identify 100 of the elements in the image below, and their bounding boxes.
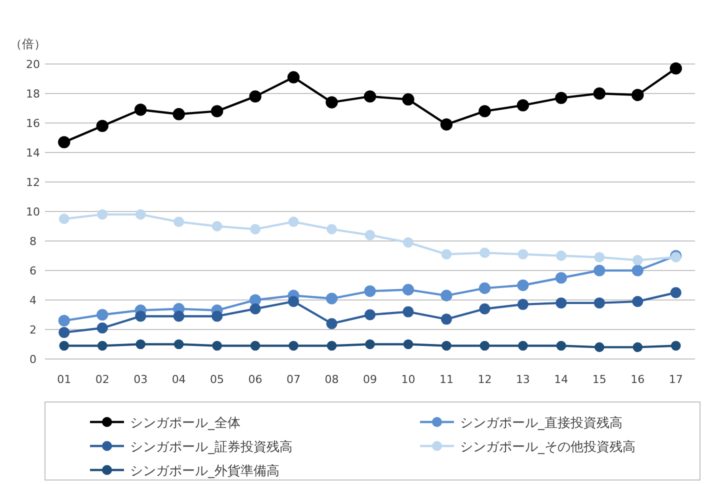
point xyxy=(174,216,184,228)
point xyxy=(593,87,606,100)
point xyxy=(364,230,376,240)
x-tick-label: 10 xyxy=(401,373,416,386)
point xyxy=(516,99,530,112)
x-tick-label: 07 xyxy=(286,373,301,386)
point xyxy=(594,297,605,308)
point xyxy=(403,339,414,350)
point xyxy=(594,342,604,352)
point xyxy=(517,279,529,292)
point xyxy=(326,318,338,330)
point xyxy=(632,254,643,266)
point xyxy=(670,252,682,262)
point xyxy=(556,297,567,308)
y-tick-label: 18 xyxy=(26,88,40,100)
point xyxy=(58,214,70,224)
point xyxy=(326,96,338,108)
point xyxy=(632,264,644,276)
point xyxy=(326,340,337,351)
point xyxy=(440,290,452,302)
point xyxy=(59,340,70,351)
point xyxy=(480,248,490,258)
y-tick-label: 6 xyxy=(30,264,36,278)
x-tick-label: 04 xyxy=(172,373,186,386)
y-tick-label: 20 xyxy=(26,58,40,71)
x-tick-label: 09 xyxy=(363,373,377,386)
legend-label: シンガポール_全体 xyxy=(130,416,240,431)
point xyxy=(632,342,643,352)
point xyxy=(670,62,682,75)
x-tick-label: 02 xyxy=(95,373,110,386)
point xyxy=(58,326,70,338)
x-tick-label: 15 xyxy=(592,373,606,386)
point xyxy=(58,314,70,326)
point xyxy=(402,306,414,318)
point xyxy=(288,296,300,307)
point xyxy=(134,104,147,116)
point xyxy=(364,90,376,103)
point xyxy=(402,284,414,296)
x-tick-label: 11 xyxy=(439,373,454,386)
point xyxy=(555,92,568,104)
point xyxy=(440,118,453,131)
point xyxy=(441,249,452,260)
point xyxy=(518,249,528,260)
point xyxy=(480,340,490,351)
y-tick-label: 12 xyxy=(26,176,40,189)
point xyxy=(364,309,376,320)
point xyxy=(173,310,184,322)
point xyxy=(97,340,108,351)
point xyxy=(518,340,528,351)
x-tick-label: 08 xyxy=(324,373,339,386)
y-axis-title: （倍） xyxy=(10,37,46,51)
point xyxy=(135,209,146,220)
point xyxy=(594,264,606,276)
point xyxy=(479,303,490,314)
y-tick-label: 10 xyxy=(26,206,40,218)
point xyxy=(670,287,682,298)
y-tick-label: 0 xyxy=(30,353,36,366)
x-tick-label: 01 xyxy=(57,373,72,386)
x-tick-label: 13 xyxy=(516,373,530,386)
point xyxy=(287,71,300,84)
x-tick-label: 06 xyxy=(248,373,262,386)
legend-label: シンガポール_その他投資残高 xyxy=(460,439,636,455)
point xyxy=(517,298,528,310)
point xyxy=(96,120,108,132)
x-tick-label: 05 xyxy=(210,373,224,386)
point xyxy=(174,339,184,350)
point xyxy=(210,105,224,118)
point xyxy=(288,216,299,228)
point xyxy=(556,250,566,261)
x-tick-label: 16 xyxy=(630,373,645,386)
x-tick-label: 03 xyxy=(134,373,148,386)
point xyxy=(288,340,298,351)
x-tick-label: 14 xyxy=(554,373,568,386)
point xyxy=(172,108,185,120)
legend-label: シンガポール_証券投資残高 xyxy=(130,439,292,455)
x-tick-label: 12 xyxy=(478,373,492,386)
point xyxy=(96,322,108,334)
point xyxy=(212,221,222,232)
point xyxy=(478,282,491,294)
point xyxy=(326,292,338,304)
point xyxy=(403,237,414,248)
point xyxy=(250,303,261,314)
point xyxy=(135,310,146,322)
point xyxy=(136,339,146,350)
point xyxy=(326,224,337,234)
legend-label: シンガポール_外貨準備高 xyxy=(130,463,280,479)
point xyxy=(364,285,376,297)
point xyxy=(556,340,566,351)
point xyxy=(632,88,644,102)
y-tick-label: 16 xyxy=(26,117,40,130)
point xyxy=(632,296,644,307)
point xyxy=(402,93,414,106)
point xyxy=(249,90,262,103)
point xyxy=(478,105,491,118)
point xyxy=(250,224,260,234)
y-tick-label: 2 xyxy=(30,324,36,336)
point xyxy=(442,340,452,351)
point xyxy=(96,308,108,321)
y-tick-label: 4 xyxy=(30,294,36,307)
point xyxy=(670,340,681,351)
